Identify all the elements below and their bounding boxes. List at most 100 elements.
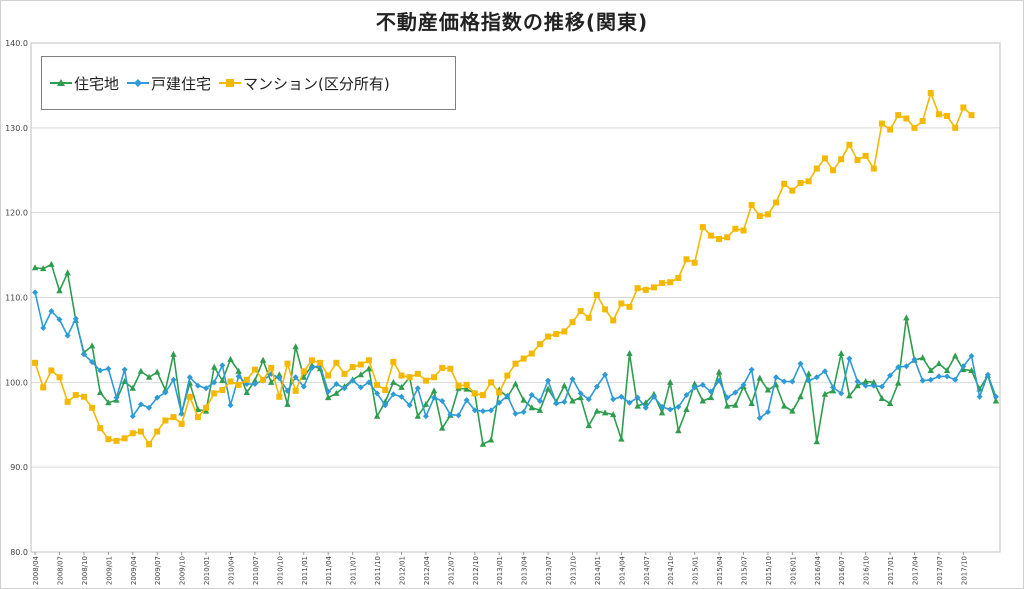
data-point — [300, 383, 307, 390]
data-point — [528, 392, 535, 399]
data-point — [48, 308, 55, 315]
x-tick-label: 2016/10 — [863, 556, 871, 585]
data-point — [585, 396, 592, 403]
data-point — [520, 396, 527, 403]
data-point — [821, 155, 828, 162]
data-point — [219, 386, 226, 393]
data-point — [797, 360, 804, 367]
data-point — [40, 325, 47, 332]
data-point — [626, 399, 633, 406]
chart-title: 不動産価格指数の推移(関東) — [375, 10, 649, 34]
data-point — [325, 388, 332, 395]
x-tick-label: 2010/01 — [203, 556, 211, 585]
x-tick-label: 2008/07 — [57, 556, 65, 585]
data-point — [341, 385, 348, 392]
data-point — [813, 374, 820, 381]
data-point — [373, 412, 381, 419]
x-tick-label: 2009/04 — [130, 555, 138, 585]
data-point — [659, 280, 666, 287]
data-point — [504, 372, 511, 379]
data-point — [333, 381, 340, 388]
data-point — [251, 366, 258, 373]
data-point — [895, 364, 902, 371]
data-point — [830, 167, 837, 174]
data-point — [349, 377, 356, 384]
data-point — [211, 363, 218, 370]
data-point — [699, 397, 706, 404]
data-point — [764, 211, 771, 218]
data-point — [667, 279, 674, 286]
series-layer — [31, 90, 1000, 448]
data-point — [463, 385, 470, 392]
data-point — [276, 375, 283, 382]
data-point — [390, 391, 397, 398]
data-point — [284, 387, 291, 394]
data-point — [650, 390, 658, 397]
data-point — [886, 400, 894, 407]
data-point — [667, 406, 674, 413]
data-point — [935, 360, 943, 367]
data-point — [129, 413, 136, 420]
data-point — [260, 376, 267, 383]
data-point — [284, 400, 291, 407]
legend-marker-triangle — [50, 79, 72, 86]
data-point — [170, 414, 177, 421]
data-point — [797, 393, 804, 400]
data-point — [528, 404, 535, 411]
data-point — [716, 235, 723, 242]
data-point — [870, 382, 877, 389]
x-tick-label: 2017/04 — [912, 555, 920, 585]
data-point — [569, 319, 576, 326]
data-point — [487, 436, 495, 443]
data-point — [89, 358, 96, 365]
data-point — [235, 367, 242, 374]
x-tick-label: 2012/04 — [423, 555, 431, 585]
data-point — [846, 392, 853, 399]
data-point — [227, 402, 234, 409]
data-point — [97, 425, 104, 432]
x-tick-label: 2017/07 — [936, 556, 944, 585]
x-tick-label: 2012/07 — [447, 556, 455, 585]
data-point — [113, 437, 120, 444]
x-tick-label: 2014/04 — [618, 555, 626, 585]
data-point — [992, 393, 999, 400]
data-point — [887, 372, 894, 379]
data-point — [675, 274, 682, 281]
data-point — [789, 378, 796, 385]
data-point — [935, 373, 942, 380]
data-point — [243, 389, 250, 396]
data-point — [170, 376, 177, 383]
data-point — [520, 355, 527, 362]
data-point — [813, 438, 820, 445]
data-point — [268, 364, 275, 371]
data-point — [300, 368, 307, 375]
data-point — [960, 104, 967, 111]
y-tick-label: 100.0 — [5, 378, 28, 387]
data-point — [365, 379, 372, 386]
data-point — [789, 187, 796, 194]
data-point — [626, 303, 633, 310]
data-point — [333, 389, 340, 396]
data-point — [439, 364, 446, 371]
y-tick-label: 140.0 — [5, 39, 28, 48]
data-point — [846, 355, 853, 362]
data-point — [797, 179, 804, 186]
data-point — [724, 402, 731, 409]
legend-item-detached-house: 戸建住宅 — [127, 73, 211, 94]
data-point — [186, 393, 193, 400]
data-point — [186, 374, 193, 381]
legend-item-condominium: マンション(区分所有) — [219, 73, 390, 94]
data-point — [724, 394, 731, 401]
data-point — [984, 371, 991, 378]
data-point — [813, 165, 820, 172]
data-point — [292, 374, 299, 381]
x-tick-label: 2008/04 — [32, 555, 40, 585]
data-point — [357, 371, 364, 378]
data-point — [398, 383, 405, 390]
data-point — [585, 314, 592, 321]
data-point — [919, 354, 926, 361]
data-point — [32, 359, 39, 366]
x-tick-label: 2013/07 — [545, 556, 553, 585]
data-point — [545, 333, 552, 340]
